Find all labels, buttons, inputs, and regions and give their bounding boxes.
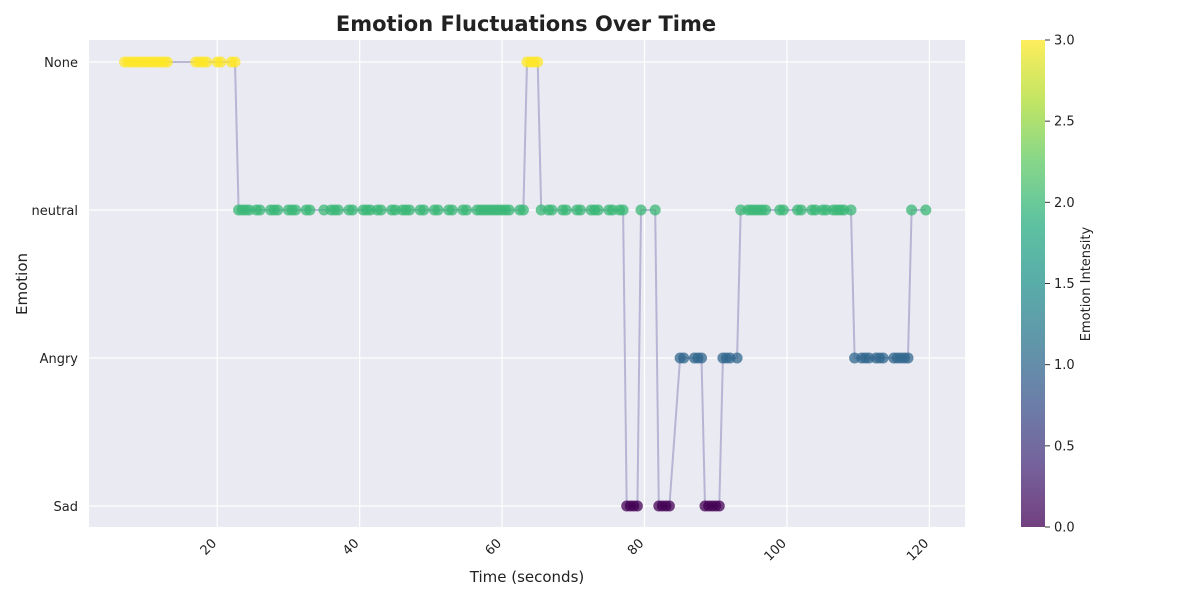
- data-point: [760, 204, 772, 216]
- colorbar-tick-label: 2.0: [1054, 196, 1075, 211]
- data-point: [215, 56, 227, 68]
- data-point: [560, 204, 572, 216]
- data-point: [617, 204, 629, 216]
- y-tick-label: Angry: [40, 352, 79, 367]
- colorbar-tick-label: 3.0: [1054, 34, 1075, 49]
- data-point: [649, 204, 661, 216]
- plot-area: [89, 40, 965, 527]
- y-axis-label: Emotion: [13, 253, 31, 315]
- data-point: [446, 204, 458, 216]
- y-tick-labels: Sad Angry neutral None: [32, 56, 79, 515]
- data-point: [432, 204, 444, 216]
- data-point: [845, 204, 857, 216]
- x-axis-label: Time (seconds): [469, 568, 585, 586]
- data-point: [375, 204, 387, 216]
- colorbar-tick-label: 1.0: [1054, 358, 1075, 373]
- data-point: [795, 204, 807, 216]
- data-point: [332, 204, 344, 216]
- data-point: [272, 204, 284, 216]
- data-point: [678, 352, 690, 364]
- data-point: [418, 204, 430, 216]
- data-point: [906, 204, 918, 216]
- colorbar: [1021, 40, 1045, 527]
- x-tick-label: 20: [198, 536, 220, 558]
- data-point: [461, 204, 472, 216]
- x-tick-label: 40: [340, 536, 362, 558]
- chart-title: Emotion Fluctuations Over Time: [336, 12, 716, 36]
- data-point: [777, 204, 789, 216]
- x-tick-labels: 20 40 60 80 100 120: [198, 536, 933, 564]
- data-point: [503, 204, 515, 216]
- colorbar-tick-label: 0.0: [1054, 521, 1075, 536]
- data-point: [592, 204, 604, 216]
- data-point: [229, 56, 241, 68]
- colorbar-ticks: 0.0 0.5 1.0 1.5 2.0 2.5 3.0: [1045, 34, 1075, 536]
- y-tick-label: Sad: [54, 500, 78, 515]
- data-point: [635, 204, 647, 216]
- data-point: [920, 204, 932, 216]
- data-point: [290, 204, 301, 216]
- x-tick-label: 100: [762, 536, 790, 564]
- data-point: [663, 500, 675, 512]
- data-point: [254, 204, 266, 216]
- data-point: [304, 204, 316, 216]
- data-point: [546, 204, 558, 216]
- x-tick-label: 60: [483, 536, 505, 558]
- y-tick-label: neutral: [32, 204, 79, 219]
- colorbar-label: Emotion Intensity: [1079, 226, 1094, 341]
- data-point: [631, 500, 643, 512]
- data-point: [902, 352, 914, 364]
- data-point: [731, 352, 743, 364]
- data-points: [119, 56, 932, 512]
- data-point: [347, 204, 358, 216]
- data-point: [713, 500, 725, 512]
- colorbar-tick-label: 1.5: [1054, 277, 1075, 292]
- x-tick-label: 80: [625, 536, 647, 558]
- data-point: [532, 56, 544, 68]
- x-tick-label: 120: [904, 536, 932, 564]
- data-point: [517, 204, 529, 216]
- data-point: [201, 56, 212, 68]
- data-point: [574, 204, 586, 216]
- y-tick-label: None: [44, 56, 78, 71]
- data-point: [404, 204, 415, 216]
- colorbar-tick-label: 0.5: [1054, 439, 1075, 454]
- colorbar-tick-label: 2.5: [1054, 115, 1075, 130]
- data-point: [161, 56, 173, 68]
- data-point: [877, 352, 889, 364]
- data-point: [696, 352, 707, 364]
